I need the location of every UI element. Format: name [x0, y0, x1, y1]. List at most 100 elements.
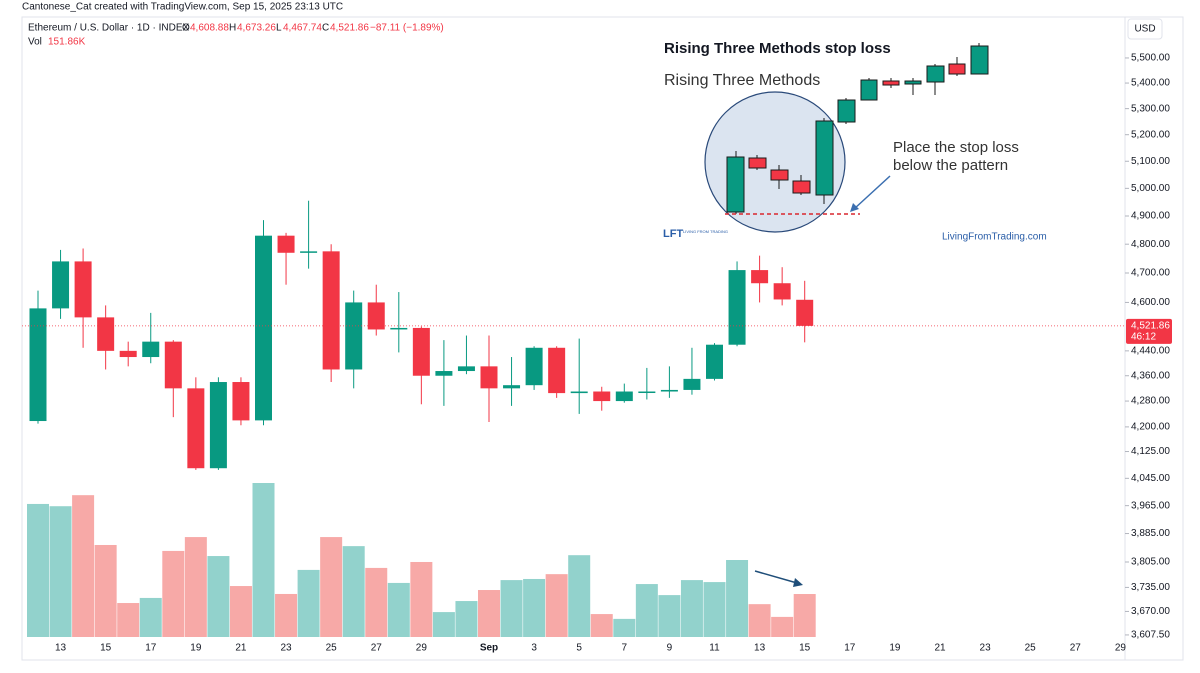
- legend-value: 4,673.26: [237, 23, 276, 34]
- volume-bar: [523, 578, 546, 637]
- volume-arrowhead: [793, 578, 803, 587]
- currency-box[interactable]: [1127, 18, 1163, 40]
- x-tick-label: 21: [235, 643, 247, 654]
- volume-bar: [658, 595, 681, 637]
- volume-bar: [387, 582, 410, 637]
- legend-key: H: [229, 23, 236, 34]
- volume-bar: [72, 495, 95, 637]
- change: −87.11 (−1.89%): [370, 23, 444, 34]
- volume-bar: [410, 561, 433, 637]
- x-tick-label: 19: [889, 643, 901, 654]
- candle-body: [435, 371, 453, 376]
- candle-body: [300, 251, 318, 253]
- x-tick-label: 25: [326, 643, 338, 654]
- candle-body: [29, 308, 47, 422]
- volume-bar: [162, 550, 185, 637]
- last-price-label: 4,521.86: [1131, 321, 1170, 332]
- x-tick-label: 23: [980, 643, 992, 654]
- header: Cantonese_Cat created with TradingView.c…: [22, 2, 343, 13]
- x-tick-label: 15: [100, 643, 112, 654]
- candle-body: [187, 388, 205, 469]
- x-tick-label: 23: [280, 643, 292, 654]
- note-arrow: [853, 175, 891, 210]
- volume-bar: [139, 597, 162, 637]
- candle-body: [525, 347, 543, 386]
- candle-body: [548, 347, 566, 394]
- frame: [21, 16, 1184, 661]
- x-tick-label: 19: [190, 643, 202, 654]
- y-tick-label: 5,400.00: [1131, 78, 1170, 89]
- volume-bar: [207, 556, 230, 637]
- volume-bar: [320, 537, 343, 637]
- y-tick-label: 5,100.00: [1131, 156, 1170, 167]
- x-tick-label: 29: [1115, 643, 1127, 654]
- volume-bar: [590, 614, 613, 637]
- y-tick-label: 4,360.00: [1131, 370, 1170, 381]
- volume-bar: [703, 582, 726, 637]
- candle-body: [277, 235, 295, 253]
- volume-bar: [613, 618, 636, 637]
- candle-body: [209, 382, 227, 469]
- x-tick-label: 7: [622, 643, 628, 654]
- legend-value: 4,521.86: [330, 23, 369, 34]
- volume-bar: [27, 503, 49, 637]
- website: LivingFromTrading.com: [942, 232, 1047, 243]
- pattern-name: Rising Three Methods: [664, 72, 820, 89]
- y-tick-label: 3,670.00: [1131, 606, 1170, 617]
- legend-key: O: [182, 23, 190, 34]
- y-tick-label: 4,800.00: [1131, 239, 1170, 250]
- x-tick-label: 27: [1070, 643, 1082, 654]
- pattern-candles: [726, 43, 989, 214]
- x-tick-label: 3: [531, 643, 537, 654]
- y-tick-label: 4,440.00: [1131, 345, 1170, 356]
- x-tick-label: 13: [754, 643, 766, 654]
- volume-bar: [748, 604, 771, 637]
- currency[interactable]: USD: [1134, 24, 1155, 35]
- volume-bar: [297, 569, 320, 637]
- volume-bar: [680, 580, 703, 637]
- legend: Ethereum / U.S. Dollar · 1D · INDEX O 4,…: [28, 23, 444, 48]
- volume-bar: [771, 616, 794, 637]
- candle-body: [503, 385, 521, 389]
- x-tick-label: 17: [145, 643, 157, 654]
- annotation-title: Rising Three Methods stop loss: [664, 40, 891, 57]
- candle-body: [773, 283, 791, 300]
- volume-bar: [793, 594, 816, 637]
- y-tick-label: 4,900.00: [1131, 211, 1170, 222]
- legend-value: 4,608.88: [190, 23, 229, 34]
- y-tick-label: 3,805.00: [1131, 557, 1170, 568]
- volume-bar: [432, 612, 455, 637]
- pattern-illustration: Rising Three Methods stop loss Rising Th…: [663, 40, 1047, 587]
- logo: LFT: [663, 228, 683, 240]
- volume-bar: [478, 590, 500, 637]
- x-tick-label: 13: [55, 643, 67, 654]
- candle-body: [390, 327, 408, 330]
- candle-body: [164, 341, 182, 389]
- y-tick-label: 3,607.50: [1131, 630, 1170, 641]
- candle-body: [751, 270, 769, 284]
- candle-body: [367, 302, 385, 330]
- x-tick-label: 29: [416, 643, 428, 654]
- candle-body: [97, 317, 115, 351]
- x-tick-label: 25: [1025, 643, 1037, 654]
- x-tick-label: 11: [709, 643, 720, 654]
- legend-key: C: [322, 23, 329, 34]
- volume-bar: [229, 586, 252, 637]
- candle-body: [52, 261, 70, 309]
- volume-bar: [252, 483, 275, 637]
- candle-body: [660, 389, 678, 392]
- countdown: 46:12: [1131, 332, 1156, 343]
- volume-bar: [545, 574, 568, 637]
- last-price-box: [1126, 318, 1172, 344]
- candle-body: [119, 350, 137, 358]
- note: below the pattern: [893, 157, 1008, 174]
- candle-body: [457, 366, 475, 372]
- y-tick-label: 4,600.00: [1131, 297, 1170, 308]
- volume-bar: [365, 567, 388, 637]
- volume-bar: [726, 560, 749, 637]
- y-tick-label: 3,735.00: [1131, 582, 1170, 593]
- candle-body: [706, 344, 723, 379]
- volume-bar: [49, 506, 72, 637]
- x-tick-label: 5: [576, 643, 582, 654]
- candle-body: [74, 261, 92, 318]
